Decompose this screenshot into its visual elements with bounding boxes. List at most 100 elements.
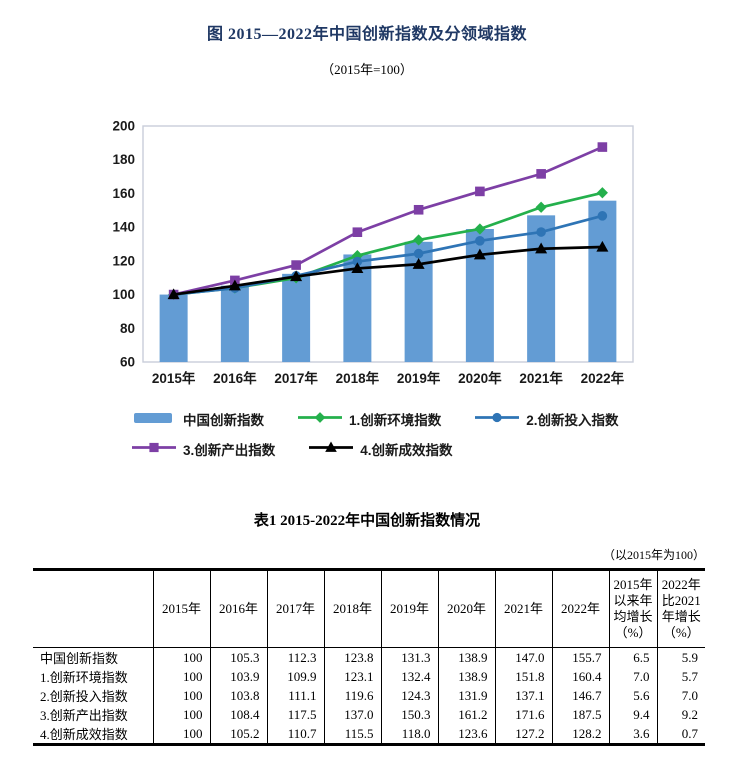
value-cell: 160.4 bbox=[551, 667, 609, 686]
legend-item-bar: 中国创新指数 bbox=[132, 409, 264, 429]
value-cell: 131.9 bbox=[437, 686, 495, 705]
value-cell: 100 bbox=[152, 647, 210, 667]
legend-line-marker-effect bbox=[309, 440, 354, 458]
value-cell: 111.1 bbox=[266, 686, 324, 705]
table-row: 4.创新成效指数 100 105.2 110.7 115.5 118.0 123.6 127.… bbox=[33, 724, 705, 745]
header-cell: 2019年 bbox=[380, 569, 438, 648]
value-cell: 9.2 bbox=[656, 705, 705, 724]
triangle-marker bbox=[167, 288, 180, 300]
value-cell: 151.8 bbox=[494, 667, 552, 686]
index-bar bbox=[282, 273, 311, 362]
y-tick-label: 140 bbox=[112, 220, 135, 235]
x-tick-label: 2021年 bbox=[519, 370, 563, 386]
header-cell: 2015年以来年均增长（%） bbox=[608, 569, 657, 648]
y-tick-label: 200 bbox=[112, 119, 135, 134]
y-tick-label: 180 bbox=[112, 152, 135, 167]
table-header-row: 2015年 2016年 2017年 2018年 2019年 2020年 2021年 2022年… bbox=[33, 569, 705, 648]
value-cell: 0.7 bbox=[656, 724, 705, 745]
x-tick-label: 2015年 bbox=[152, 370, 196, 386]
value-cell: 132.4 bbox=[380, 667, 438, 686]
triangle-marker bbox=[351, 262, 364, 274]
value-cell: 103.8 bbox=[209, 686, 267, 705]
table-row: 2.创新投入指数 100 103.8 111.1 119.6 124.3 131.9 137.… bbox=[33, 686, 705, 705]
circle-marker bbox=[475, 235, 485, 246]
value-cell: 155.7 bbox=[551, 647, 609, 667]
row-label-cell: 2.创新投入指数 bbox=[40, 689, 128, 704]
diamond-marker bbox=[413, 234, 425, 246]
legend-item-effect: 4.创新成效指数 bbox=[309, 439, 453, 459]
row-label-cell: 3.创新产出指数 bbox=[40, 708, 128, 723]
x-tick-label: 2017年 bbox=[274, 370, 318, 386]
value-cell: 100 bbox=[152, 667, 210, 686]
value-cell: 187.5 bbox=[551, 705, 609, 724]
x-tick-label: 2016年 bbox=[213, 370, 257, 386]
value-cell: 105.2 bbox=[209, 724, 267, 745]
value-cell: 5.6 bbox=[608, 686, 657, 705]
line-series-4 bbox=[173, 245, 603, 296]
legend-item-env: 1.创新环境指数 bbox=[298, 409, 441, 429]
value-cell: 117.5 bbox=[266, 705, 324, 724]
value-cell: 110.7 bbox=[266, 724, 324, 745]
value-cell: 124.3 bbox=[380, 686, 438, 705]
table-title: 表1 2015-2022年中国创新指数情况 bbox=[253, 513, 481, 529]
legend-item-input: 2.创新投入指数 bbox=[475, 409, 619, 429]
circle-marker bbox=[492, 412, 502, 423]
triangle-marker bbox=[290, 270, 303, 282]
y-tick-label: 120 bbox=[112, 253, 135, 268]
value-cell: 131.3 bbox=[380, 647, 438, 667]
value-cell: 105.3 bbox=[209, 647, 267, 667]
value-cell: 5.9 bbox=[656, 647, 705, 667]
value-cell: 127.2 bbox=[494, 724, 552, 745]
value-cell: 112.3 bbox=[266, 647, 324, 667]
legend-line-marker-output bbox=[132, 440, 176, 458]
header-cell: 2015年 bbox=[152, 569, 210, 648]
figure-title: 图 2015—2022年中国创新指数及分领域指数 bbox=[206, 26, 527, 43]
plot-area-border bbox=[142, 125, 634, 363]
value-cell: 123.6 bbox=[437, 724, 495, 745]
x-tick-label: 2022年 bbox=[581, 370, 625, 386]
innovation-index-table: 2015年 2016年 2017年 2018年 2019年 2020年 2021年 2022年… bbox=[33, 568, 705, 746]
value-cell: 5.7 bbox=[656, 667, 705, 686]
row-label-cell: 4.创新成效指数 bbox=[40, 727, 128, 742]
value-cell: 123.8 bbox=[323, 647, 381, 667]
value-cell: 171.6 bbox=[494, 705, 552, 724]
legend-label-bar: 中国创新指数 bbox=[183, 413, 264, 428]
value-cell: 6.5 bbox=[608, 647, 657, 667]
header-cell: 2021年 bbox=[494, 569, 552, 648]
square-marker bbox=[413, 204, 424, 215]
square-marker bbox=[352, 227, 363, 237]
header-cell: 2018年 bbox=[323, 569, 381, 648]
diamond-marker bbox=[314, 412, 326, 423]
value-cell: 100 bbox=[152, 724, 210, 745]
triangle-marker bbox=[596, 240, 609, 252]
bar-swatch-icon bbox=[134, 413, 172, 423]
value-cell: 109.9 bbox=[266, 667, 324, 686]
row-label-cell: 中国创新指数 bbox=[40, 651, 119, 666]
circle-marker bbox=[597, 211, 608, 221]
table-row: 3.创新产出指数 100 108.4 117.5 137.0 150.3 161.2 171.… bbox=[33, 705, 705, 724]
value-cell: 137.0 bbox=[323, 705, 381, 724]
value-cell: 147.0 bbox=[494, 647, 552, 667]
legend-label-env: 1.创新环境指数 bbox=[349, 413, 442, 428]
legend-bar-swatch bbox=[132, 410, 176, 428]
value-cell: 9.4 bbox=[608, 705, 657, 724]
legend-line-marker-env bbox=[298, 410, 342, 428]
index-bar bbox=[220, 285, 249, 362]
square-marker bbox=[149, 442, 159, 453]
table-body: 中国创新指数 100 105.3 112.3 123.8 131.3 138.9 147.0 1… bbox=[33, 647, 705, 745]
legend-label-input: 2.创新投入指数 bbox=[526, 413, 619, 428]
value-cell: 161.2 bbox=[437, 705, 495, 724]
value-cell: 100 bbox=[152, 686, 210, 705]
legend-label-output: 3.创新产出指数 bbox=[183, 443, 276, 458]
diamond-marker bbox=[535, 201, 547, 213]
header-cell: 2022年比2021年增长（%） bbox=[656, 569, 705, 648]
table-row: 1.创新环境指数 100 103.9 109.9 123.1 132.4 138.9 151.… bbox=[33, 667, 705, 686]
header-cell: 2022年 bbox=[551, 569, 609, 648]
value-cell: 118.0 bbox=[380, 724, 438, 745]
table-note: （以2015年为100） bbox=[602, 548, 705, 562]
y-tick-label: 160 bbox=[112, 186, 135, 201]
header-cell-empty bbox=[33, 569, 153, 648]
line-series-3 bbox=[173, 145, 603, 296]
header-cell: 2020年 bbox=[437, 569, 495, 648]
index-bar bbox=[159, 294, 188, 362]
